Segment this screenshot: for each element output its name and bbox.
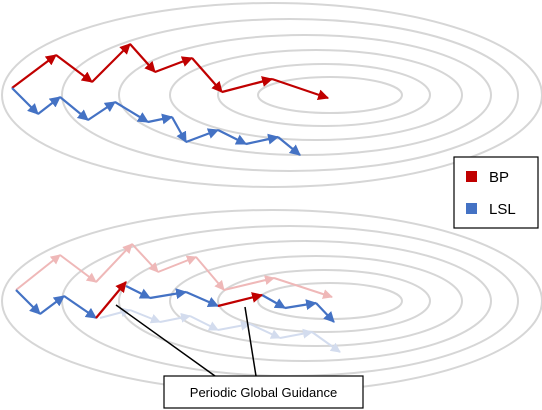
contour-ring [118, 34, 492, 156]
legend-box [453, 156, 539, 229]
lsl-step-arrow [87, 101, 116, 121]
lsl-step-arrow [39, 295, 65, 315]
lsl-step-arrow [37, 96, 61, 115]
bp-guidance-arrow [95, 281, 127, 319]
callout-pointer-line [115, 304, 216, 377]
bp-step-arrow [271, 77, 330, 101]
bp-faded-step-arrow [15, 254, 61, 291]
legend-label-bp: BP [489, 169, 509, 186]
contour-ring [61, 18, 519, 172]
contour-ring [217, 63, 431, 127]
bp-guidance-arrow [217, 292, 264, 308]
lsl-step-arrow [147, 113, 174, 125]
contour-ring [217, 269, 431, 333]
lsl-faded-step-arrow [129, 309, 161, 324]
bp-faded-step-arrow [95, 243, 133, 283]
lsl-step-arrow [217, 129, 247, 145]
bp-faded-step-arrow [59, 254, 97, 283]
lsl-faded-step-arrow [217, 320, 251, 331]
lsl-step-arrow [149, 288, 188, 300]
callout-box [163, 375, 364, 409]
bp-step-arrow [91, 43, 131, 83]
callout-pointer-line [244, 306, 257, 377]
lsl-faded-step-arrow [279, 328, 313, 339]
lsl-step-arrow [277, 136, 301, 156]
lsl-step-arrow [63, 295, 97, 319]
callout: Periodic Global Guidance [115, 304, 364, 409]
lsl-faded-step-arrow [249, 323, 281, 339]
lsl-step-arrow [185, 290, 220, 308]
callout-label: Periodic Global Guidance [190, 385, 337, 400]
bp-faded-step-arrow [131, 243, 159, 273]
bp-path-top [11, 43, 330, 101]
bp-faded-step-arrow [195, 256, 225, 291]
lsl-step-arrow [261, 294, 286, 309]
lsl-step-arrow [11, 87, 39, 115]
bp-faded-step-arrow [157, 255, 197, 273]
contour-ring [169, 255, 463, 347]
bp-guidance-steps [95, 281, 264, 319]
lsl-step-arrow [171, 116, 187, 143]
lsl-path-faded [99, 307, 341, 353]
contour-ring [61, 225, 519, 377]
lsl-step-arrow [114, 101, 149, 123]
legend: BP LSL [453, 156, 539, 229]
lsl-step-arrow [284, 299, 318, 311]
contour-ring [1, 2, 542, 188]
lsl-faded-step-arrow [311, 331, 341, 353]
lsl-path-top [11, 87, 301, 156]
lsl-step-arrow [59, 96, 89, 121]
bp-faded-step-arrow [273, 277, 333, 299]
lsl-step-arrow [245, 133, 280, 146]
top-contour-map [1, 2, 542, 188]
lsl-faded-step-arrow [189, 315, 219, 331]
bp-step-arrow [191, 57, 223, 93]
lsl-step-arrow [315, 302, 335, 323]
contour-ring [257, 282, 403, 320]
contour-ring [169, 49, 463, 141]
bp-step-arrow [11, 54, 57, 89]
bp-path-faded [15, 243, 333, 299]
contour-ring [118, 240, 492, 362]
bp-faded-step-arrow [223, 275, 275, 291]
bp-step-arrow [129, 43, 156, 73]
bp-step-arrow [55, 54, 93, 83]
bp-step-arrow [221, 76, 274, 94]
lsl-path-bottom [15, 285, 335, 323]
legend-swatch-bp [466, 171, 477, 182]
bp-step-arrow [154, 56, 194, 74]
lsl-step-arrow [15, 289, 41, 315]
legend-label-lsl: LSL [489, 201, 516, 218]
lsl-faded-step-arrow [159, 312, 191, 323]
lsl-step-arrow [125, 285, 151, 299]
lsl-step-arrow [185, 128, 220, 144]
contour-ring [257, 76, 403, 114]
legend-swatch-lsl [466, 203, 477, 214]
